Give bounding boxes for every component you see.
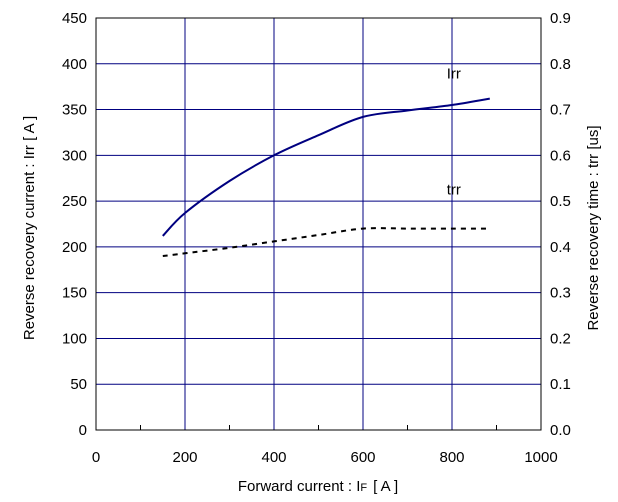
y-left-tick-label: 150	[62, 285, 87, 302]
x-axis-title-unit: [ A ]	[373, 478, 398, 495]
y-left-tick-label: 400	[62, 56, 87, 73]
y-right-tick-label: 0.5	[550, 193, 571, 210]
series-label-irr: Irr	[447, 66, 461, 83]
y-right-tick-label: 0.7	[550, 102, 571, 119]
series-line-trr	[162, 227, 490, 257]
y-left-tick-label: 300	[62, 147, 87, 164]
x-axis-title-main: Forward current : I	[238, 478, 361, 495]
x-tick-label: 200	[172, 449, 197, 466]
y-left-tick-label: 450	[62, 10, 87, 27]
y-right-tick-label: 0.0	[550, 422, 571, 439]
y-right-tick-label: 0.3	[550, 285, 571, 302]
x-tick-labels: 0 200 400 600 800 1000	[92, 449, 558, 466]
y-right-tick-label: 0.4	[550, 239, 571, 256]
y-right-axis-title: Reverse recovery time : trr [us]	[585, 125, 602, 330]
y-left-tick-label: 0	[79, 422, 87, 439]
y-left-tick-label: 350	[62, 102, 87, 119]
series-label-trr: trr	[447, 182, 461, 199]
y-right-tick-label: 0.2	[550, 330, 571, 347]
x-axis-title: Forward current : IF [ A ]	[238, 478, 398, 495]
y-right-tick-label: 0.9	[550, 10, 571, 27]
minor-ticks	[140, 425, 497, 430]
x-tick-label: 600	[350, 449, 375, 466]
x-tick-label: 0	[92, 449, 100, 466]
y-right-tick-label: 0.1	[550, 376, 571, 393]
plot-frame	[95, 17, 542, 431]
y-left-tick-label: 250	[62, 193, 87, 210]
y-right-tick-label: 0.6	[550, 147, 571, 164]
y-right-tick-label: 0.8	[550, 56, 571, 73]
y-left-tick-labels: 0 50 100 150 200 250 300 350 400 450	[62, 10, 87, 439]
y-left-tick-label: 50	[70, 376, 87, 393]
y-left-tick-label: 200	[62, 239, 87, 256]
x-tick-label: 400	[261, 449, 286, 466]
y-left-tick-label: 100	[62, 330, 87, 347]
x-tick-label: 800	[439, 449, 464, 466]
y-left-axis-title: Reverse recovery current : Irr [ A ]	[21, 116, 38, 340]
x-axis-title-sub: F	[360, 482, 367, 494]
y-right-tick-labels: 0.0 0.1 0.2 0.3 0.4 0.5 0.6 0.7 0.8 0.9	[550, 10, 571, 439]
series-labels: Irr trr	[447, 66, 461, 199]
series-line-irr	[162, 97, 490, 237]
series-layer	[162, 97, 490, 257]
x-tick-label: 1000	[524, 449, 557, 466]
grid	[96, 18, 541, 430]
